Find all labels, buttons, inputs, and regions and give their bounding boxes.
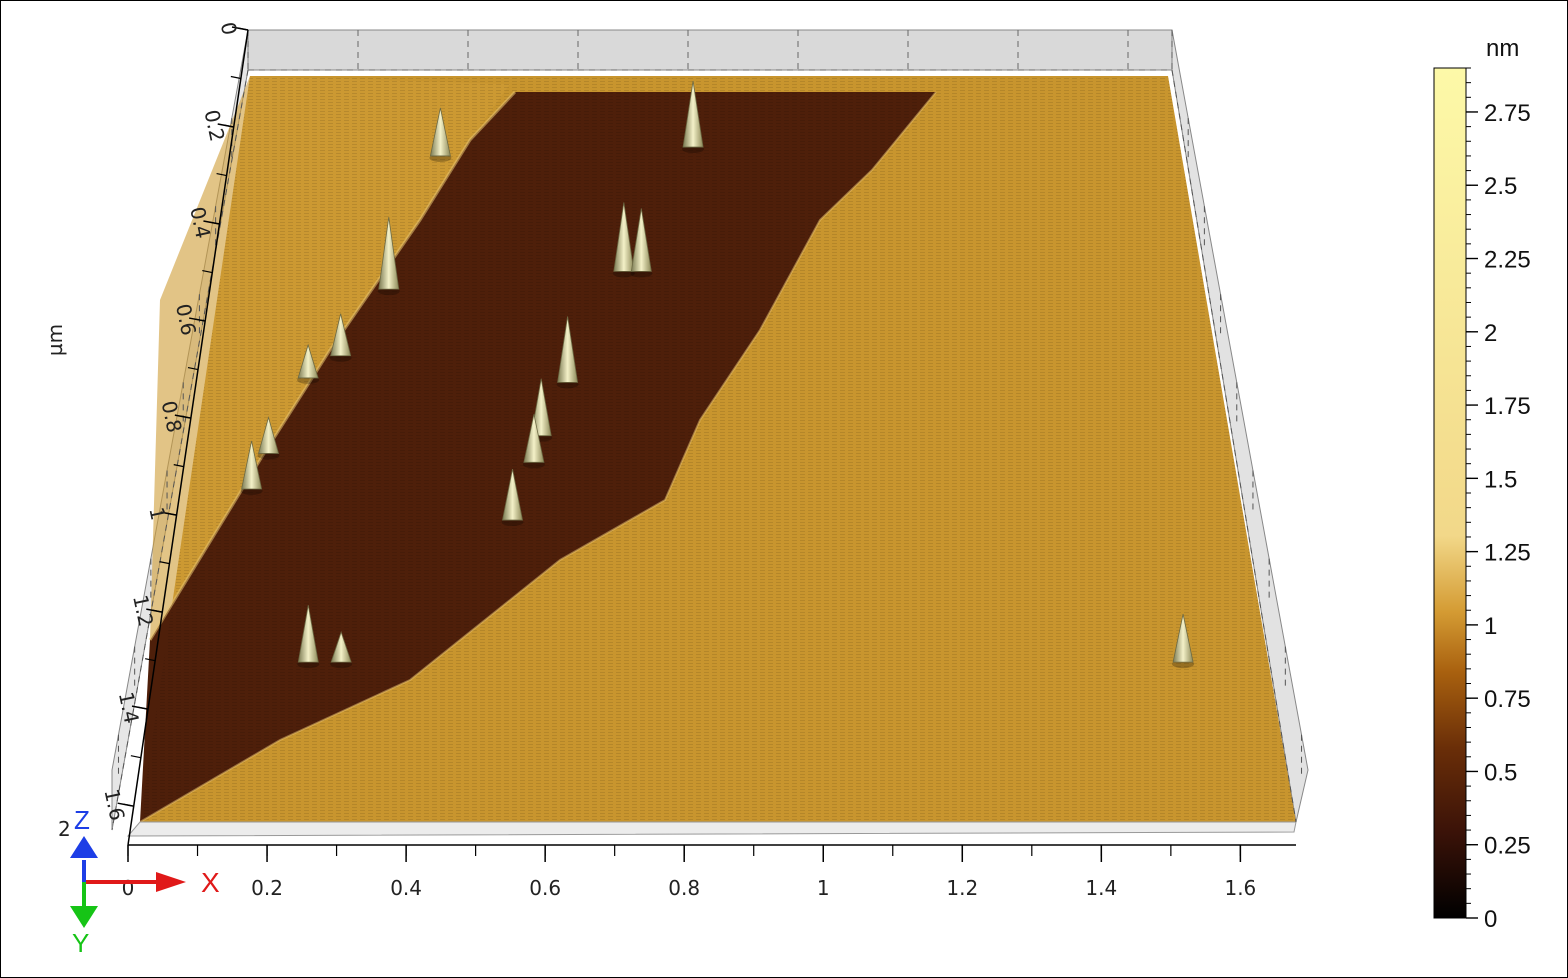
colorbar-tick-label: 1 bbox=[1484, 613, 1497, 640]
y-major-tick bbox=[189, 317, 206, 322]
surface-peak bbox=[502, 468, 524, 521]
surface-peak bbox=[530, 378, 552, 437]
indicator-x-arrow bbox=[156, 872, 186, 892]
y-major-tick bbox=[231, 26, 249, 31]
z-tick-label: 2 bbox=[58, 817, 71, 841]
x-ticks: 0 0.2 0.4 0.6 0.8 1 1.2 1.4 1.6 bbox=[122, 845, 1256, 900]
left-wall-rim bbox=[111, 69, 249, 831]
colorbar-tick-label: 2.75 bbox=[1484, 100, 1531, 127]
y-tick-label: 1.6 bbox=[100, 787, 130, 823]
y-minor-tick bbox=[216, 172, 227, 177]
surface-peak bbox=[297, 605, 319, 663]
surface-peak bbox=[630, 208, 652, 272]
x-tick-label: 0.2 bbox=[251, 876, 283, 900]
surface-peak bbox=[557, 316, 579, 383]
y-major-tick bbox=[131, 705, 149, 710]
x-tick-label: 0.8 bbox=[668, 876, 700, 900]
surface-peak bbox=[682, 80, 704, 148]
y-minor-tick bbox=[187, 366, 199, 371]
surface-peak bbox=[523, 414, 545, 463]
y-tick-label: 1.2 bbox=[128, 593, 158, 629]
colorbar-gradient bbox=[1433, 67, 1467, 919]
front-grid bbox=[111, 30, 1303, 831]
colorbar-tick-label: 2.25 bbox=[1484, 247, 1531, 274]
surface-peaks bbox=[240, 80, 1195, 669]
surface-peak bbox=[429, 107, 451, 157]
y-minor-tick bbox=[145, 658, 156, 662]
y-major-tick bbox=[217, 123, 234, 128]
indicator-x-label: X bbox=[201, 867, 220, 898]
surface-peak bbox=[1172, 614, 1194, 663]
y-minor-tick bbox=[159, 561, 170, 565]
y-minor-tick bbox=[130, 755, 141, 759]
y-major-tick bbox=[146, 608, 163, 613]
x-tick-label: 1.2 bbox=[946, 876, 978, 900]
surface-peak bbox=[297, 343, 319, 379]
y-major-tick bbox=[203, 220, 220, 225]
surface-peak bbox=[613, 202, 635, 272]
colorbar-tick-label: 2 bbox=[1484, 320, 1497, 347]
indicator-y-label: Y bbox=[72, 928, 89, 958]
surface-peak bbox=[330, 313, 352, 357]
colorbar-tick-label: 2.5 bbox=[1484, 173, 1517, 200]
indicator-z-label: Z bbox=[74, 805, 90, 835]
x-tick-label: 1.4 bbox=[1085, 876, 1117, 900]
colorbar-tick-label: 1.75 bbox=[1484, 393, 1531, 420]
surface-peak bbox=[241, 440, 263, 490]
y-tick-label: 0.2 bbox=[200, 108, 230, 144]
surface-peak bbox=[257, 415, 280, 454]
surface-peak bbox=[330, 630, 352, 663]
colorbar-tick-label: 0.75 bbox=[1484, 686, 1531, 713]
colorbar-ticks: 0 0.25 0.5 0.75 1 1.25 1.5 1.75 2 2.25 2.5 2.75 bbox=[1466, 67, 1531, 933]
step-edge-left bbox=[148, 90, 517, 641]
indicator-y-arrow bbox=[70, 906, 98, 928]
y-minor-tick bbox=[230, 75, 241, 80]
y-minor-tick bbox=[173, 464, 184, 468]
axis-orientation-indicator: X Z Y bbox=[70, 805, 220, 958]
colorbar-tick-label: 0.5 bbox=[1484, 759, 1517, 786]
back-wall bbox=[247, 29, 1173, 71]
x-tick-label: 1 bbox=[817, 876, 830, 900]
colorbar-tick-label: 0 bbox=[1484, 906, 1497, 933]
y-minor-tick bbox=[202, 269, 213, 274]
y-major-tick bbox=[117, 802, 134, 807]
y-tick-label: 0 bbox=[216, 20, 242, 37]
x-axis-label: µm bbox=[696, 971, 728, 978]
x-tick-label: 0.6 bbox=[529, 876, 561, 900]
colorbar: nm 0 0.25 0.5 0.75 1 1.25 1.5 1.75 2 2.25 2.5 2.75 bbox=[1433, 35, 1531, 933]
y-major-tick bbox=[174, 414, 191, 419]
colorbar-tick-label: 0.25 bbox=[1484, 833, 1531, 860]
x-tick-label: 0 bbox=[122, 876, 135, 900]
colorbar-unit: nm bbox=[1486, 35, 1519, 62]
y-tick-label: 1 bbox=[144, 505, 170, 522]
x-tick-label: 0.4 bbox=[390, 876, 422, 900]
front-edge bbox=[126, 821, 1297, 837]
surface-peak bbox=[378, 217, 400, 290]
colorbar-tick-label: 1.5 bbox=[1484, 466, 1517, 493]
surface-texture bbox=[140, 76, 1296, 822]
colorbar-tick-label: 1.25 bbox=[1484, 540, 1531, 567]
y-major-tick bbox=[160, 511, 177, 516]
step-edge-right bbox=[139, 91, 937, 823]
x-tick-label: 1.6 bbox=[1224, 876, 1256, 900]
indicator-z-arrow bbox=[70, 836, 98, 858]
y-axis-label: µm bbox=[43, 324, 67, 356]
y-tick-label: 1.4 bbox=[114, 690, 144, 726]
